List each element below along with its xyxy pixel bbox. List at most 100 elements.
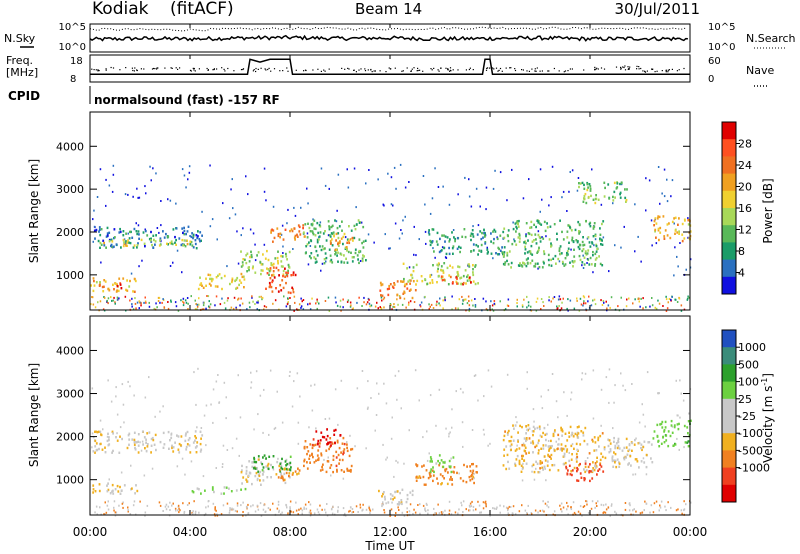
heatmap-cell — [131, 438, 134, 441]
heatmap-cell — [278, 274, 280, 277]
heatmap-speckle — [609, 514, 611, 517]
heatmap-speckle — [582, 254, 584, 257]
heatmap-cell — [525, 432, 527, 435]
heatmap-cell — [247, 266, 250, 269]
heatmap-cell — [654, 230, 656, 233]
heatmap-cell — [538, 425, 541, 428]
heatmap-cell — [572, 261, 575, 264]
heatmap-cell — [418, 475, 421, 478]
heatmap-speckle — [655, 307, 658, 310]
heatmap-speckle — [143, 301, 145, 304]
heatmap-speckle — [365, 508, 368, 511]
heatmap-speckle — [257, 300, 259, 303]
heatmap-cell — [313, 461, 316, 464]
heatmap-speckle — [212, 388, 215, 391]
heatmap-speckle — [566, 508, 568, 511]
heatmap-cell — [280, 466, 283, 469]
heatmap-cell — [531, 240, 534, 243]
heatmap-cell — [550, 242, 552, 245]
heatmap-cell — [337, 251, 339, 254]
heatmap-speckle — [425, 242, 427, 245]
heatmap-cell — [402, 292, 405, 295]
heatmap-cell — [577, 436, 580, 439]
heatmap-cell — [133, 227, 136, 231]
heatmap-speckle — [132, 195, 134, 198]
heatmap-cell — [611, 459, 614, 463]
heatmap-cell — [415, 263, 418, 267]
heatmap-cell — [351, 236, 354, 240]
heatmap-cell — [469, 465, 471, 468]
heatmap-cell — [507, 429, 510, 433]
heatmap-speckle — [242, 227, 244, 230]
heatmap-cell — [382, 492, 384, 496]
heatmap-speckle — [681, 512, 683, 515]
heatmap-cell — [269, 277, 272, 280]
heatmap-cell — [152, 438, 155, 442]
heatmap-cell — [474, 265, 476, 268]
heatmap-cell — [686, 426, 689, 429]
heatmap-cell — [291, 286, 294, 289]
heatmap-speckle — [587, 300, 589, 303]
heatmap-cell — [337, 236, 340, 240]
heatmap-cell — [292, 471, 294, 475]
heatmap-cell — [588, 183, 591, 186]
heatmap-speckle — [113, 509, 115, 512]
heatmap-speckle — [362, 503, 364, 506]
nave-right-tick-top: 60 — [708, 56, 721, 67]
heatmap-cell — [333, 235, 335, 238]
heatmap-cell — [127, 239, 129, 242]
heatmap-cell — [510, 261, 513, 265]
heatmap-cell — [260, 461, 262, 464]
heatmap-speckle — [657, 299, 659, 302]
heatmap-cell — [543, 220, 546, 224]
heatmap-cell — [457, 282, 460, 285]
heatmap-cell — [510, 448, 512, 451]
nave-point — [143, 68, 145, 70]
heatmap-speckle — [111, 190, 114, 193]
heatmap-cell — [599, 227, 601, 230]
heatmap-cell — [580, 430, 583, 433]
heatmap-cell — [282, 265, 284, 268]
heatmap-cell — [326, 428, 328, 431]
heatmap-cell — [177, 435, 180, 438]
heatmap-cell — [269, 267, 272, 270]
heatmap-cell — [266, 267, 268, 270]
heatmap-cell — [341, 442, 344, 445]
nave-point — [207, 69, 209, 71]
heatmap-cell — [575, 452, 578, 456]
heatmap-speckle — [457, 512, 459, 515]
heatmap-cell — [144, 229, 147, 233]
heatmap-cell — [535, 225, 537, 229]
heatmap-cell — [182, 244, 184, 247]
heatmap-speckle — [392, 204, 394, 207]
heatmap-cell — [342, 242, 344, 246]
heatmap-speckle — [144, 300, 147, 303]
heatmap-speckle — [426, 430, 428, 433]
heatmap-cell — [347, 250, 350, 254]
nave-point — [661, 70, 663, 72]
heatmap-speckle — [297, 421, 300, 424]
heatmap-cell — [389, 283, 392, 286]
heatmap-cell — [271, 264, 274, 267]
heatmap-cell — [503, 263, 506, 266]
heatmap-cell — [619, 191, 622, 194]
heatmap-cell — [251, 465, 254, 469]
heatmap-cell — [411, 493, 414, 497]
nave-point — [505, 67, 507, 69]
heatmap-cell — [307, 222, 309, 225]
heatmap-speckle — [317, 511, 320, 514]
heatmap-cell — [625, 456, 627, 459]
heatmap-cell — [409, 288, 412, 291]
heatmap-speckle — [499, 504, 501, 507]
heatmap-cell — [570, 229, 573, 232]
heatmap-speckle — [337, 173, 340, 176]
heatmap-cell — [690, 419, 692, 422]
heatmap-cell — [261, 462, 264, 466]
heatmap-cell — [288, 250, 291, 254]
heatmap-cell — [449, 275, 452, 279]
heatmap-speckle — [256, 308, 258, 311]
heatmap-speckle — [227, 297, 229, 300]
heatmap-speckle — [297, 513, 299, 516]
velocity-colorbar-label-sup: -1 — [760, 378, 769, 386]
heatmap-cell — [576, 466, 578, 470]
